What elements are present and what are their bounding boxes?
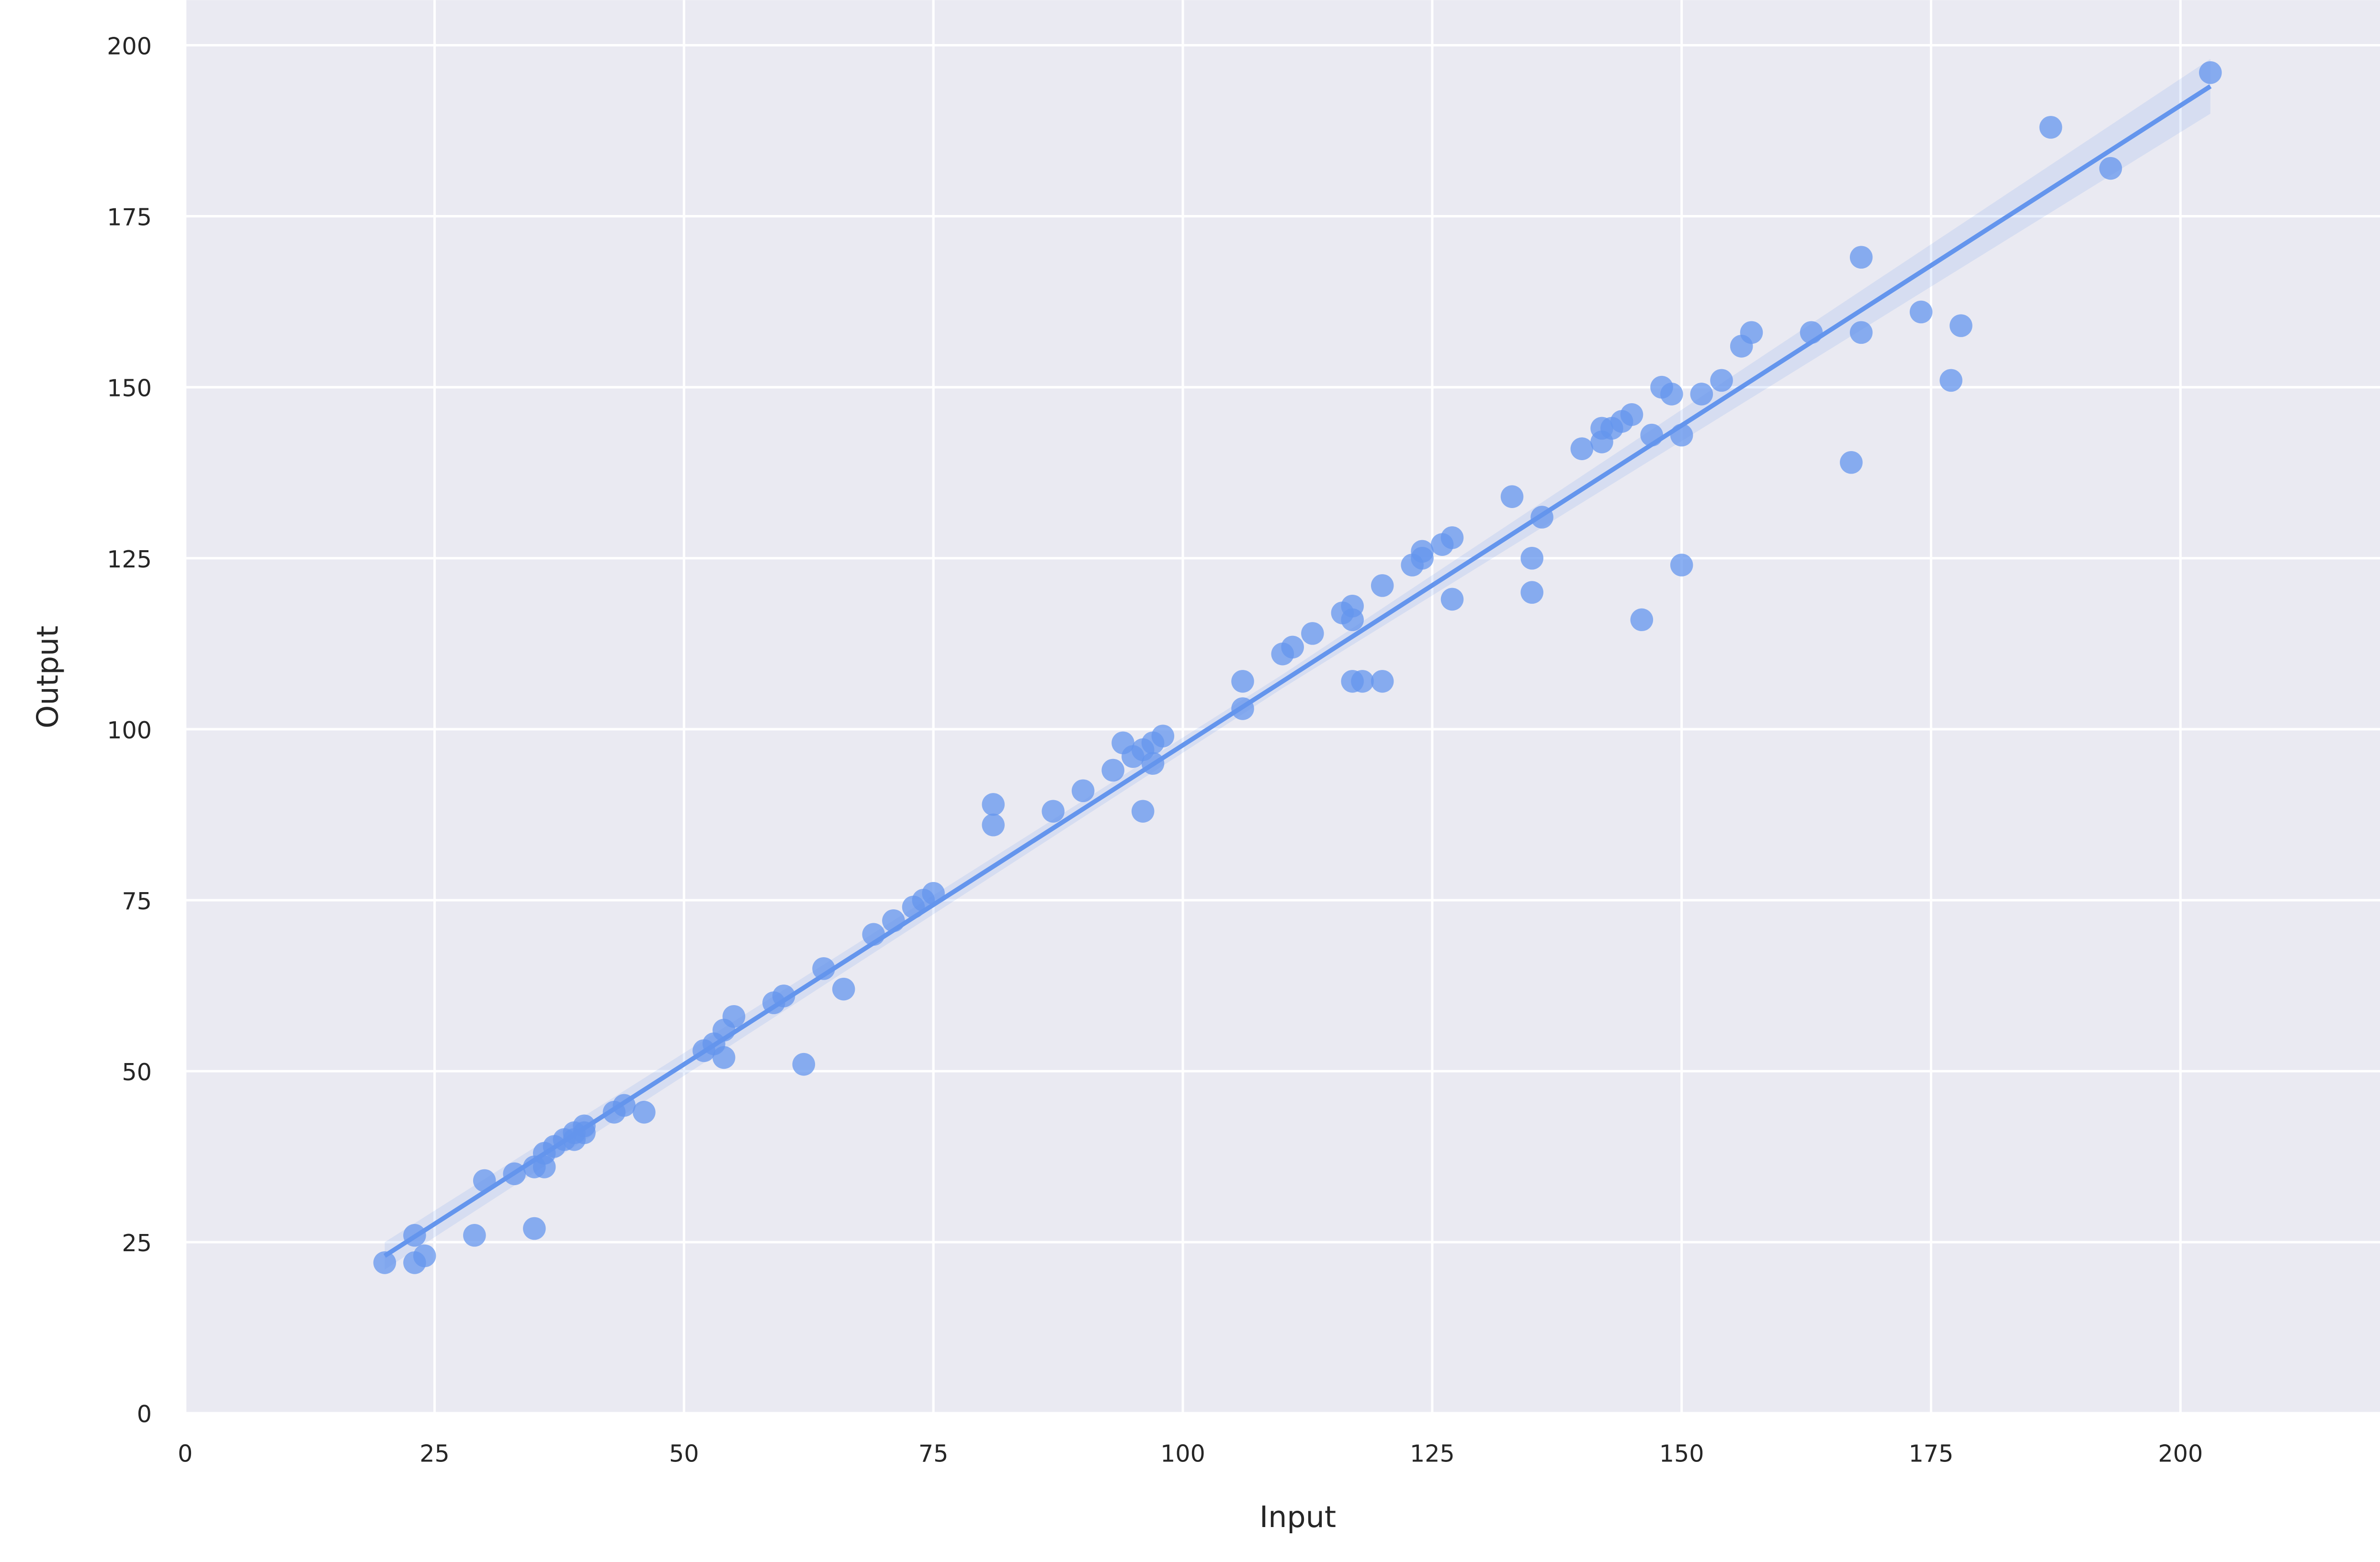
y-axis-label: Output: [30, 626, 65, 729]
point: [812, 957, 835, 980]
point: [1740, 321, 1763, 344]
point: [2039, 116, 2063, 139]
x-tick-label: 0: [178, 1440, 193, 1468]
point: [1840, 451, 1863, 474]
x-tick-label: 75: [918, 1440, 949, 1468]
point: [982, 793, 1005, 816]
point: [1660, 383, 1683, 406]
x-tick-label: 125: [1410, 1440, 1455, 1468]
point: [523, 1217, 546, 1240]
point: [1440, 588, 1464, 611]
point: [1131, 800, 1155, 823]
point: [1849, 246, 1873, 269]
x-tick-label: 175: [1909, 1440, 1954, 1468]
y-tick-label: 175: [107, 204, 152, 231]
point: [1630, 608, 1654, 632]
point: [633, 1100, 656, 1124]
point: [1341, 608, 1364, 632]
point: [1520, 546, 1543, 570]
y-tick-label: 150: [107, 374, 152, 402]
point: [373, 1251, 397, 1274]
point: [1670, 554, 1693, 577]
point: [1101, 758, 1124, 782]
point: [712, 1046, 736, 1069]
point: [1570, 437, 1594, 460]
point: [1939, 369, 1962, 392]
point: [2199, 61, 2222, 84]
point: [832, 977, 855, 1001]
y-tick-label: 25: [122, 1229, 152, 1257]
point: [1520, 581, 1543, 604]
point: [413, 1244, 436, 1268]
point: [1151, 724, 1175, 747]
point: [1281, 635, 1304, 659]
point: [1949, 314, 1972, 337]
point: [1371, 574, 1394, 597]
y-tick-label: 75: [122, 887, 152, 915]
x-axis-label: Input: [1259, 1500, 1336, 1534]
y-tick-label: 100: [107, 716, 152, 744]
point: [1909, 300, 1933, 324]
point: [463, 1224, 486, 1247]
point: [982, 814, 1005, 837]
point: [722, 1005, 746, 1028]
point: [1071, 779, 1095, 803]
point: [1440, 526, 1464, 549]
point: [1500, 485, 1524, 508]
point: [1411, 546, 1434, 570]
x-tick-label: 150: [1659, 1440, 1704, 1468]
x-tick-label: 25: [419, 1440, 450, 1468]
point: [1231, 670, 1254, 693]
point: [1301, 622, 1324, 645]
point: [1849, 321, 1873, 344]
y-tick-label: 125: [107, 545, 152, 573]
y-tick-label: 0: [137, 1400, 152, 1428]
regression-line: [383, 84, 2212, 1258]
point: [1351, 670, 1374, 693]
x-tick-label: 100: [1160, 1440, 1205, 1468]
x-tick-label: 200: [2158, 1440, 2203, 1468]
plot-background: [185, 0, 2380, 1414]
point: [1042, 800, 1065, 823]
point: [1371, 670, 1394, 693]
x-tick-label: 50: [669, 1440, 699, 1468]
y-tick-label: 50: [122, 1058, 152, 1086]
y-tick-label: 200: [107, 33, 152, 60]
point: [792, 1053, 816, 1076]
point: [1690, 383, 1713, 406]
point: [1710, 369, 1733, 392]
point: [2099, 157, 2122, 180]
confidence-band: [385, 59, 2210, 1270]
point: [1620, 403, 1643, 426]
